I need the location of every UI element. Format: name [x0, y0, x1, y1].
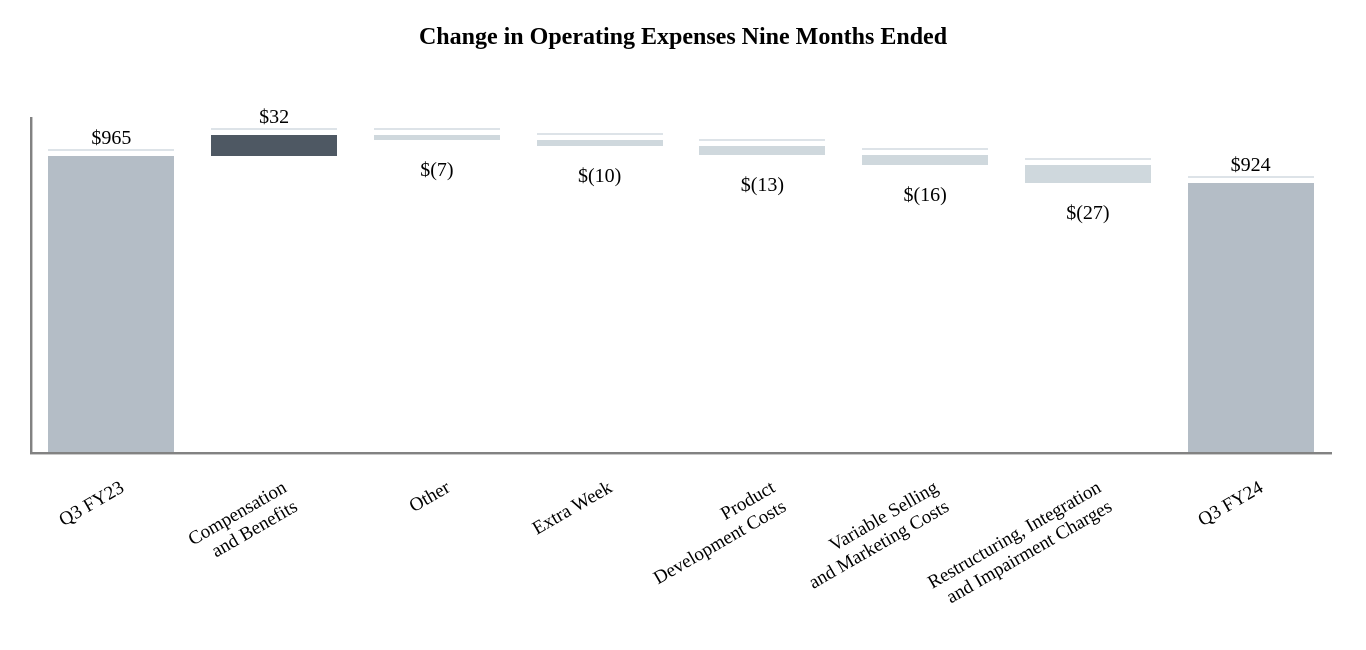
axis-label-product-development-costs: Product Development Costs [639, 477, 790, 590]
bar-top-edge-q3-fy23 [48, 149, 175, 151]
bar-q3-fy24 [1187, 182, 1314, 452]
bar-top-edge-product-development-costs [699, 139, 826, 142]
y-axis-line [30, 117, 32, 454]
bar-variable-selling-and-marketing-costs [862, 154, 989, 166]
value-label-q3-fy24: $924 [1230, 153, 1271, 176]
bar-other [373, 135, 500, 140]
bar-top-edge-variable-selling-and-marketing-costs [862, 147, 989, 150]
axis-label-line: Other [405, 477, 454, 517]
axis-label-q3-fy24: Q3 FY24 [1195, 477, 1268, 532]
axis-label-line: Extra Week [529, 477, 617, 540]
bar-restructuring-integration-and-impairment-charges [1024, 165, 1151, 183]
bar-top-edge-compensation-and-benefits [211, 128, 338, 131]
chart-title: Change in Operating Expenses Nine Months… [418, 24, 948, 50]
axis-label-compensation-and-benefits: Compensation and Benefits [185, 477, 302, 570]
bar-product-development-costs [699, 146, 826, 155]
axis-label-other: Other [405, 477, 453, 518]
value-label-extra-week: $(10) [577, 165, 622, 188]
value-label-other: $(7) [420, 158, 454, 181]
bar-q3-fy23 [48, 156, 175, 452]
bar-extra-week [536, 139, 663, 147]
value-label-compensation-and-benefits: $32 [259, 106, 290, 129]
bar-compensation-and-benefits [211, 135, 338, 156]
bar-top-edge-extra-week [536, 132, 663, 135]
axis-label-line: Q3 FY24 [1194, 477, 1268, 531]
value-label-product-development-costs: $(13) [740, 173, 785, 196]
axis-label-line: Q3 FY23 [55, 477, 128, 531]
bar-top-edge-restructuring-integration-and-impairment-charges [1024, 158, 1151, 161]
bar-top-edge-other [373, 128, 500, 131]
x-axis-line [30, 452, 1332, 454]
value-label-restructuring-integration-and-impairment-charges: $(27) [1066, 201, 1110, 224]
axis-label-q3-fy23: Q3 FY23 [56, 477, 129, 532]
axis-label-restructuring-integration-and-impairment-charges: Restructuring, Integration and Impairment… [924, 477, 1116, 613]
value-label-q3-fy23: $965 [91, 127, 132, 149]
axis-label-extra-week: Extra Week [529, 477, 617, 540]
bar-top-edge-q3-fy24 [1187, 175, 1314, 178]
value-label-variable-selling-and-marketing-costs: $(16) [903, 184, 947, 207]
